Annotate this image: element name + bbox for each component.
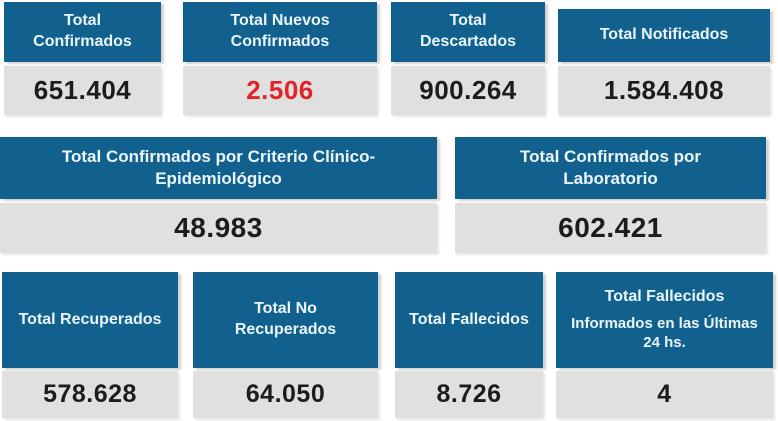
stat-card-confirmados-laboratorio: Total Confirmados por Laboratorio 602.42… <box>455 137 766 253</box>
card-value: 900.264 <box>391 66 545 115</box>
card-value: 8.726 <box>395 371 543 418</box>
card-value: 602.421 <box>455 203 766 253</box>
stat-card-total-descartados: Total Descartados 900.264 <box>391 2 545 115</box>
card-value: 4 <box>556 371 773 418</box>
card-value: 651.404 <box>4 66 161 115</box>
stats-row-totals: Total Confirmados 651.404 Total Nuevos C… <box>4 2 778 115</box>
card-title: Total Nuevos Confirmados <box>183 2 377 62</box>
stat-card-confirmados-clinico-epidemiologico: Total Confirmados por Criterio Clínico-E… <box>0 137 437 253</box>
card-value-highlighted: 2.506 <box>183 66 377 115</box>
stat-card-total-nuevos-confirmados: Total Nuevos Confirmados 2.506 <box>183 2 377 115</box>
card-title: Total No Recuperados <box>193 272 378 368</box>
card-title: Total Fallecidos <box>395 272 543 368</box>
stat-card-total-confirmados: Total Confirmados 651.404 <box>4 2 161 115</box>
stats-row-outcomes: Total Recuperados 578.628 Total No Recup… <box>2 272 778 418</box>
card-subtitle: Informados en las Últimas 24 hs. <box>571 315 758 351</box>
stat-card-total-fallecidos: Total Fallecidos 8.726 <box>395 272 543 418</box>
card-title: Total Fallecidos <box>604 288 725 306</box>
stat-card-total-recuperados: Total Recuperados 578.628 <box>2 272 178 418</box>
stat-card-total-no-recuperados: Total No Recuperados 64.050 <box>193 272 378 418</box>
stat-card-total-notificados: Total Notificados 1.584.408 <box>558 2 770 115</box>
stat-card-fallecidos-ultimas-24hs: Total Fallecidos Informados en las Últim… <box>556 272 773 418</box>
card-title: Total Descartados <box>391 2 545 62</box>
card-title: Total Recuperados <box>2 272 178 368</box>
card-value: 1.584.408 <box>558 66 770 115</box>
card-title: Total Notificados <box>558 9 770 62</box>
card-value: 64.050 <box>193 371 378 418</box>
stats-row-confirmation-criteria: Total Confirmados por Criterio Clínico-E… <box>0 137 778 253</box>
card-value: 578.628 <box>2 371 178 418</box>
card-title: Total Confirmados por Laboratorio <box>455 137 766 199</box>
card-title: Total Confirmados <box>4 2 161 62</box>
card-title: Total Confirmados por Criterio Clínico-E… <box>0 137 437 199</box>
card-value: 48.983 <box>0 203 437 253</box>
